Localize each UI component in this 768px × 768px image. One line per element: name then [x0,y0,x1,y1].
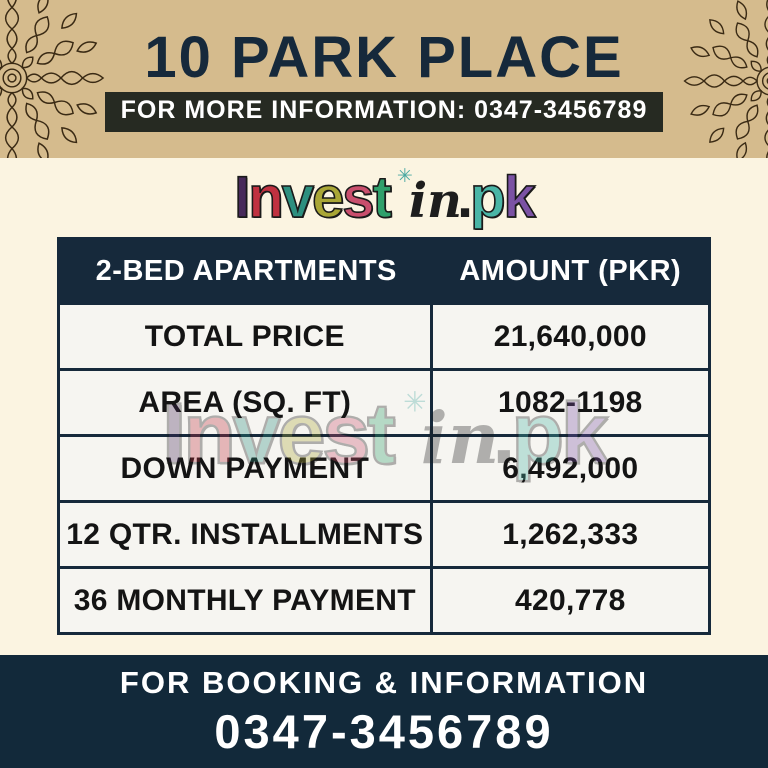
table-row: TOTAL PRICE 21,640,000 [60,302,708,368]
row-value: 420,778 [515,583,626,617]
pricing-table-wrap: 2-BED APARTMENTS AMOUNT (PKR) TOTAL PRIC… [57,237,711,635]
row-label: DOWN PAYMENT [60,437,433,500]
logo-letter: t [372,164,393,230]
logo-letter: v [281,164,315,230]
logo-letter: i [408,172,428,229]
row-value: 1082-1198 [498,385,643,419]
logo-letter: n [248,164,285,230]
booking-heading: FOR BOOKING & INFORMATION [119,664,649,700]
row-value: 1,262,333 [502,517,639,551]
logo-letter: I [233,164,251,230]
table-row: 36 MONTHLY PAYMENT 420,778 [60,566,708,632]
column-header-amount: AMOUNT (PKR) [459,254,682,287]
pricing-table: 2-BED APARTMENTS AMOUNT (PKR) TOTAL PRIC… [57,237,711,635]
logo-letter: k [503,164,537,230]
row-value: 21,640,000 [493,319,647,353]
logo-letter: s [341,164,375,230]
table-header-row: 2-BED APARTMENTS AMOUNT (PKR) [60,240,708,302]
row-label: 12 QTR. INSTALLMENTS [60,503,433,566]
logo-letter: n [427,172,462,229]
info-bar: FOR MORE INFORMATION: 0347-3456789 [104,91,664,132]
row-label: AREA (SQ. FT) [60,371,433,434]
row-value: 6,492,000 [502,451,639,485]
table-row: DOWN PAYMENT 6,492,000 [60,434,708,500]
logo-letter: . [456,164,474,230]
footer-banner: FOR BOOKING & INFORMATION 0347-3456789 [0,655,768,768]
table-row: AREA (SQ. FT) 1082-1198 [60,368,708,434]
star-ornament-icon: ✳ [396,165,413,187]
mandala-ornament-left-icon [0,0,105,158]
booking-phone: 0347-3456789 [214,704,554,758]
column-header-apartments: 2-BED APARTMENTS [95,254,397,287]
row-label: 36 MONTHLY PAYMENT [60,569,433,632]
row-label: TOTAL PRICE [60,305,433,368]
page-title: 10 PARK PLACE [144,24,624,90]
header-banner: 10 PARK PLACE FOR MORE INFORMATION: 0347… [0,0,768,158]
logo-letter: e [311,164,345,230]
table-row: 12 QTR. INSTALLMENTS 1,262,333 [60,500,708,566]
mandala-ornament-right-icon [683,0,768,158]
logo-letter: p [469,164,506,230]
